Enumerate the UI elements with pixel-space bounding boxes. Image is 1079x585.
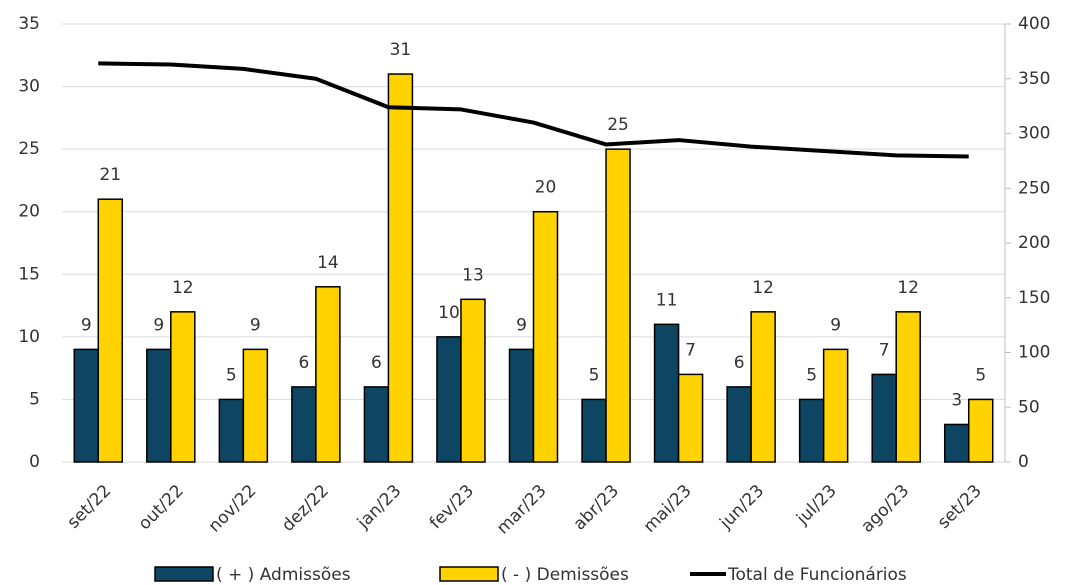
x-tick-label: out/22 [135,481,188,534]
data-label: 14 [317,253,339,273]
data-label: 25 [607,115,629,135]
data-label: 7 [879,340,890,360]
bar [146,348,172,463]
data-label: 9 [830,315,841,335]
y-tick-label: 10 [18,327,40,347]
legend-swatch [439,566,499,582]
bar [363,386,390,463]
bar [677,373,704,463]
data-label: 3 [951,390,962,410]
data-label: 5 [589,365,600,385]
data-label: 5 [806,365,817,385]
x-tick-label: mai/23 [640,481,696,537]
y-tick-label: 0 [29,452,40,472]
x-tick-label: ago/23 [857,481,913,537]
data-label: 9 [250,315,261,335]
bar [967,398,994,463]
bar [871,373,897,463]
y2-tick-label: 150 [1018,288,1050,308]
data-label: 10 [438,303,460,323]
bar [726,386,752,463]
x-tick-label: mar/23 [493,481,551,539]
data-label: 31 [390,40,412,60]
line [98,61,969,159]
data-label: 5 [226,365,237,385]
y2-tick-label: 350 [1018,69,1050,89]
bar [73,348,100,463]
bar [218,398,245,463]
data-label: 11 [656,290,678,310]
bar [895,311,921,463]
bar [943,423,970,463]
data-label: 5 [975,365,986,385]
data-label: 6 [371,353,382,373]
data-label: 21 [99,165,121,185]
y-tick-label: 25 [18,139,40,159]
data-label: 12 [172,278,194,298]
bar [605,148,631,463]
y2-tick-label: 400 [1018,14,1050,34]
bar [460,298,486,463]
bar [532,210,559,463]
y2-tick-label: 100 [1018,343,1050,363]
data-label: 9 [516,315,527,335]
x-tick-label: nov/22 [205,481,261,537]
y-tick-label: 15 [18,264,40,284]
bar [798,398,825,463]
x-tick-label: set/22 [63,481,115,533]
y-tick-label: 35 [18,14,40,34]
bar [822,348,849,463]
y2-tick-label: 250 [1018,178,1050,198]
x-tick-label: dez/22 [278,481,333,536]
y-tick-label: 30 [18,77,40,97]
bar [170,311,196,463]
data-label: 9 [81,315,92,335]
y-tick-label: 5 [29,389,40,409]
bar [508,348,535,463]
bar [436,336,462,463]
bar [581,398,607,463]
bar [291,386,317,463]
legend-label: ( - ) Demissões [501,565,629,585]
x-tick-label: jan/23 [353,481,406,534]
legend-label: ( + ) Admissões [216,565,351,585]
data-label: 20 [535,178,557,198]
bar [653,323,680,463]
y2-tick-label: 200 [1018,233,1050,253]
data-label: 6 [734,353,745,373]
bar [750,311,776,463]
data-label: 9 [153,315,164,335]
x-tick-label: jul/23 [792,481,841,530]
legend-swatch [154,566,214,582]
y2-tick-label: 0 [1018,452,1029,472]
x-tick-label: fev/23 [426,481,478,533]
bar [242,348,269,463]
data-label: 7 [685,340,696,360]
x-tick-label: jun/23 [715,481,768,534]
data-label: 12 [752,278,774,298]
bar [97,198,124,463]
data-label: 12 [897,278,919,298]
y2-tick-label: 300 [1018,124,1050,144]
bar [387,73,414,463]
legend-label: Total de Funcionários [727,565,907,585]
data-label: 13 [462,265,484,285]
data-label: 6 [298,353,309,373]
x-tick-label: set/23 [934,481,986,533]
x-tick-label: abr/23 [570,481,623,534]
bar [315,286,341,463]
y2-tick-label: 50 [1018,397,1040,417]
y-tick-label: 20 [18,202,40,222]
